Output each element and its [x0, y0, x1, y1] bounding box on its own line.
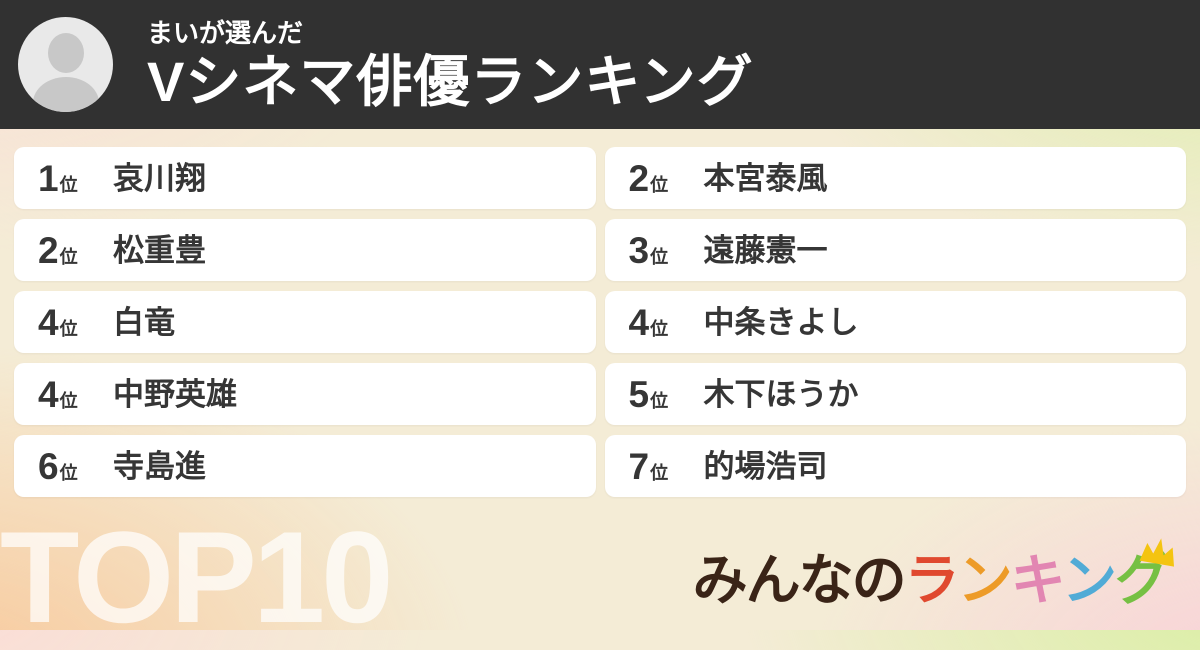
rank-suffix: 位: [650, 174, 669, 195]
actor-name: 遠藤憲一: [703, 232, 828, 268]
rank-suffix: 位: [59, 390, 78, 411]
actor-name: 白竜: [113, 304, 175, 340]
site-logo[interactable]: みんなのランキング: [693, 538, 1175, 608]
rank-number: 7: [628, 445, 650, 487]
actor-name: 的場浩司: [703, 448, 828, 484]
actor-name: 中野英雄: [113, 376, 237, 412]
person-icon: [47, 33, 84, 73]
avatar[interactable]: [18, 17, 113, 112]
logo-char-n1: ン: [957, 549, 1013, 611]
actor-name: 寺島進: [113, 448, 206, 484]
rank-suffix: 位: [59, 462, 78, 483]
rank-number: 4: [38, 301, 59, 343]
rank-number: 2: [38, 229, 59, 271]
rank-number: 3: [628, 229, 650, 271]
actor-name: 松重豊: [113, 232, 206, 268]
rank-suffix: 位: [650, 462, 669, 483]
chooser-subtitle: まいが選んだ: [147, 18, 304, 49]
rank-suffix: 位: [59, 174, 78, 195]
header: まいが選んだ Vシネマ俳優ランキング: [0, 0, 1200, 129]
rank-suffix: 位: [650, 246, 669, 267]
logo-char-n2: ン: [1061, 549, 1117, 611]
logo-prefix: みんなの: [692, 549, 907, 611]
rank-number: 1: [38, 157, 59, 199]
title-block: まいが選んだ Vシネマ俳優ランキング: [147, 18, 754, 113]
rank-number: 5: [628, 373, 650, 415]
logo-char-ki: キ: [1010, 549, 1064, 611]
actor-name: 本宮泰風: [703, 160, 828, 196]
rank-number: 4: [628, 301, 650, 343]
actor-name: 木下ほうか: [703, 376, 859, 412]
rank-suffix: 位: [59, 318, 78, 339]
logo-char-ra: ラ: [904, 549, 960, 611]
rank-number: 6: [38, 445, 59, 487]
person-icon-shoulders: [32, 77, 99, 112]
ranking-title: Vシネマ俳優ランキング: [147, 49, 754, 113]
crown-icon: [1139, 538, 1175, 567]
rank-number: 2: [628, 157, 650, 199]
actor-name: 中条きよし: [703, 304, 859, 340]
rank-number: 4: [38, 373, 59, 415]
top10-watermark: TOP10: [0, 504, 393, 650]
rank-suffix: 位: [59, 246, 78, 267]
rank-suffix: 位: [650, 318, 669, 339]
actor-name: 哀川翔: [113, 160, 206, 196]
rank-suffix: 位: [650, 390, 669, 411]
